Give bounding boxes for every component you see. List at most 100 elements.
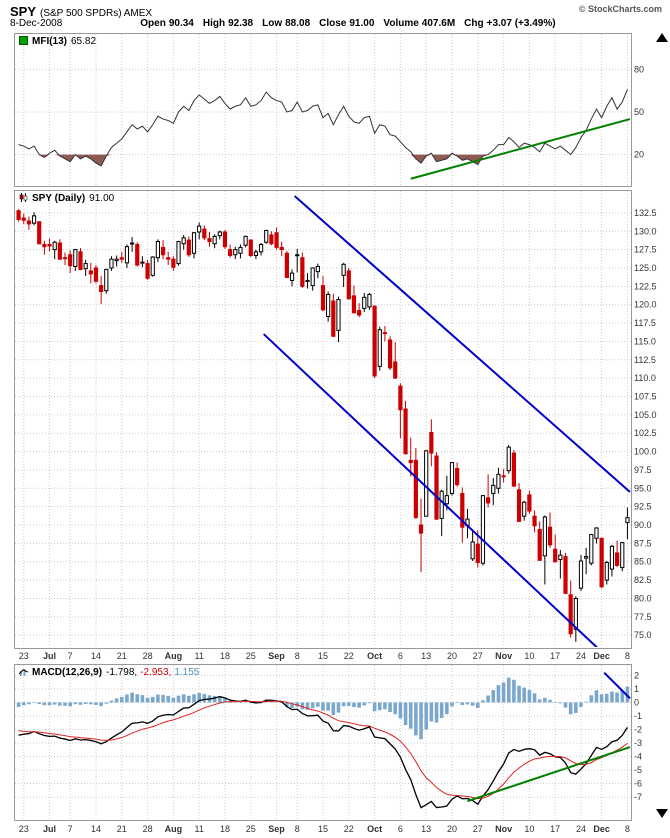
macd-histogram-bar [156, 694, 160, 703]
candle-body [228, 249, 233, 256]
macd-histogram-bar [21, 702, 26, 706]
macd-histogram-bar [326, 702, 330, 711]
candle-body [284, 252, 289, 279]
macd-histogram-bar [486, 695, 490, 703]
candle-body [455, 467, 460, 486]
quote-low-label: Low [262, 18, 283, 29]
x-axis-label: 13 [421, 651, 431, 661]
x-axis-label: 15 [318, 824, 328, 834]
y-axis-label: -6 [634, 779, 642, 789]
candle-body [475, 543, 480, 563]
macd-panel-label: MACD(12,26,9) -1.798, -2.953, 1.155 [18, 667, 199, 678]
quote-open-label: Open [140, 18, 166, 29]
macd-histogram-bar [558, 702, 563, 704]
candle-body [155, 241, 160, 259]
candle-body [336, 299, 341, 331]
macd-histogram-bar [501, 682, 506, 703]
x-axis-label: 14 [91, 824, 101, 834]
candle-body [351, 295, 357, 314]
macd-histogram-bar [615, 692, 619, 703]
macd-histogram-bar [522, 687, 527, 703]
x-axis-label: 21 [117, 824, 127, 834]
candle-body [289, 272, 295, 281]
y-axis-label: 130.0 [634, 226, 657, 236]
candle-body [68, 254, 73, 267]
candle-body [532, 515, 537, 527]
y-axis-label: 115.0 [634, 336, 656, 346]
mfi-trendline [410, 118, 631, 180]
macd-histogram-bar [52, 702, 57, 705]
macd-histogram-bar [218, 696, 222, 703]
macd-histogram-bar [346, 702, 351, 707]
candle-body [73, 249, 78, 268]
candle-body [274, 232, 279, 248]
candle-body [470, 541, 475, 560]
candle-body [31, 215, 37, 224]
candle-body [408, 459, 413, 464]
macd-histogram-bar [42, 702, 47, 706]
candle-body [47, 243, 52, 247]
macd-histogram-bar [475, 702, 480, 708]
candle-body [542, 516, 547, 557]
x-axis-label: 10 [524, 824, 534, 834]
macd-histogram-bar [372, 702, 377, 712]
macd-histogram-bar [383, 702, 387, 710]
x-axis-label: 23 [19, 824, 29, 834]
macd-histogram-bar [445, 702, 449, 715]
candle-body [150, 256, 155, 276]
x-axis-label: Nov [495, 824, 512, 834]
y-axis-label: 82.5 [634, 575, 652, 585]
quote-open-value: 90.34 [168, 18, 194, 29]
x-axis-label: 10 [524, 651, 534, 661]
macd-signal-value: -2.953, [140, 667, 172, 678]
y-axis-label: 77.5 [634, 612, 652, 622]
y-axis-label: 112.5 [634, 355, 656, 365]
candle-body [310, 267, 315, 287]
macd-histogram-bar [269, 701, 274, 703]
price-name: SPY (Daily) [32, 193, 86, 204]
macd-histogram-bar [99, 702, 103, 707]
macd-histogram-bar [563, 702, 568, 708]
quote-high: High 92.38 [203, 18, 253, 29]
price-hgridlines [15, 212, 631, 636]
candle-body [516, 489, 522, 522]
macd-histogram-bar [491, 690, 496, 703]
candle-body [387, 339, 393, 369]
channel-line-upper [293, 195, 631, 493]
x-axis-label: Aug [165, 651, 183, 661]
mfi-line [18, 89, 628, 167]
x-axis-label: Aug [165, 824, 183, 834]
macd-histogram-bar [408, 702, 413, 729]
candle-body [331, 300, 336, 337]
macd-histogram-bar [620, 690, 625, 703]
candle-body [119, 257, 124, 260]
macd-histogram-bar [465, 702, 470, 705]
macd-histogram-bar [119, 696, 124, 703]
x-axis-label: 14 [91, 651, 101, 661]
candle-body [269, 234, 274, 245]
candle-body [527, 494, 532, 512]
candle-body [558, 554, 563, 561]
x-axis-label: 18 [220, 824, 230, 834]
quote-change: Chg +3.07 (+3.49%) [464, 18, 555, 29]
symbol: SPY [10, 4, 37, 19]
quote-date: 8-Dec-2008 [10, 18, 63, 29]
x-axis-label: 27 [473, 651, 483, 661]
macd-histogram-bar [419, 702, 423, 740]
macd-histogram-bar [424, 702, 428, 730]
macd-histogram-bar [537, 699, 542, 703]
macd-histogram-bar [321, 702, 325, 711]
y-axis-label: 105.0 [634, 410, 657, 420]
candle-body [52, 241, 57, 251]
quote-close-label: Close [319, 18, 347, 29]
x-axis-label: 8 [625, 824, 630, 834]
candle-body [258, 243, 264, 253]
x-axis-label: 11 [194, 651, 203, 661]
x-axis-label: 22 [344, 824, 354, 834]
y-axis-label: 132.5 [634, 208, 657, 218]
x-axis-label: 6 [398, 651, 403, 661]
macd-histogram-bar [73, 702, 78, 705]
channel-line-continuation [603, 671, 631, 700]
x-axis-label: 20 [447, 824, 457, 834]
macd-trendline [467, 746, 631, 803]
